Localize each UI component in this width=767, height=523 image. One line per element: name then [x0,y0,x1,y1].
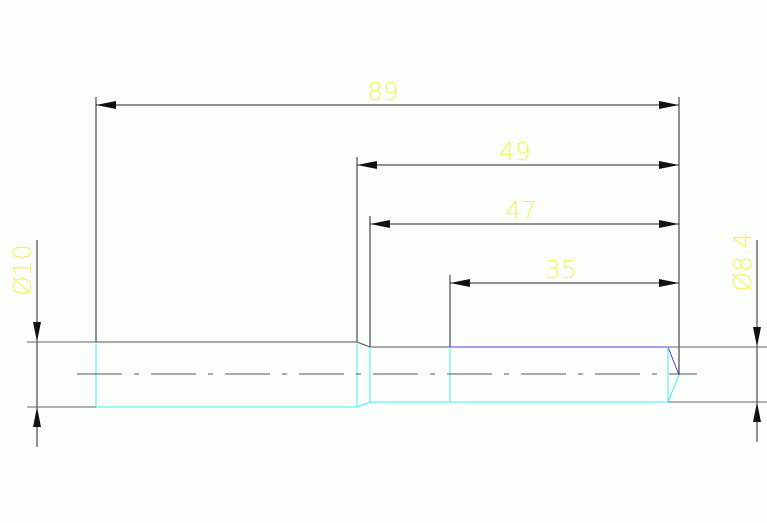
shaft-outline [96,341,450,348]
dim-text-89: 89 [367,77,399,106]
dim-text-35: 35 [545,255,577,284]
dim-text-49: 49 [499,137,531,166]
dim-text-47: 47 [505,196,537,225]
hidden-edges [95,342,680,408]
dim-text-d8-4: Ø8.4 [728,232,757,291]
dim-text-d10: Ø10 [8,244,37,296]
